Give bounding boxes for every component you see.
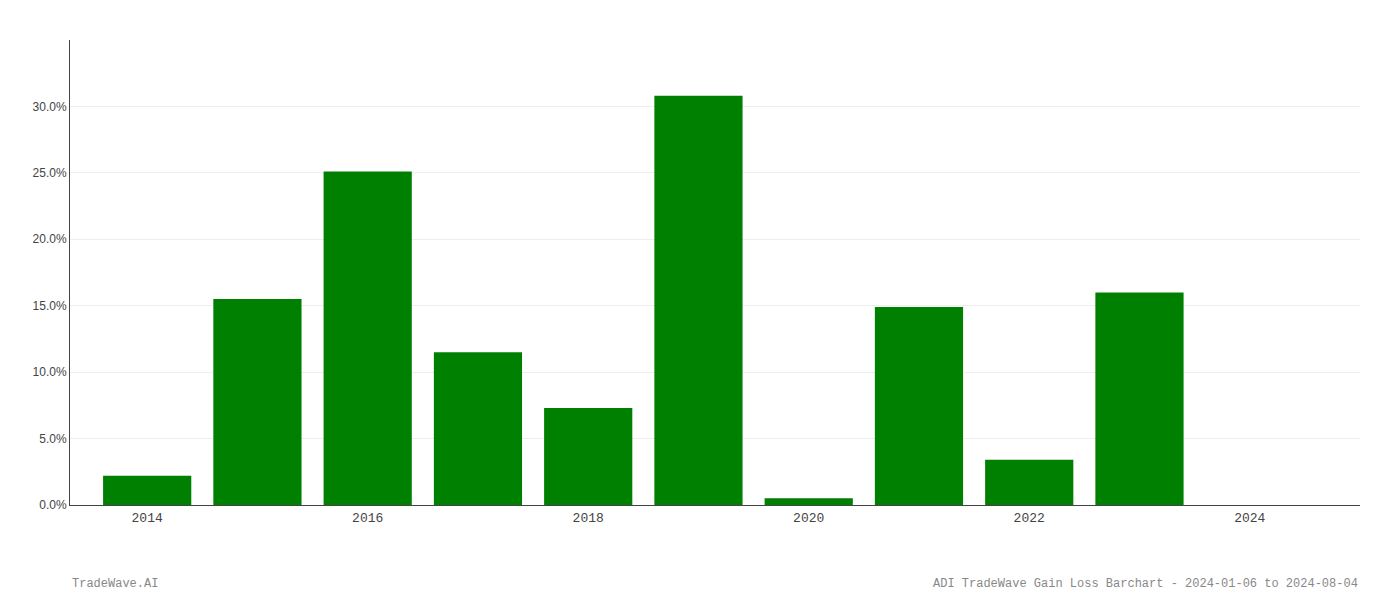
svg-text:30.0%: 30.0%: [33, 100, 67, 114]
svg-text:20.0%: 20.0%: [33, 232, 67, 246]
svg-text:ADI TradeWave Gain Loss Barcha: ADI TradeWave Gain Loss Barchart - 2024-…: [933, 577, 1358, 591]
svg-text:2022: 2022: [1014, 511, 1045, 526]
svg-text:2020: 2020: [793, 511, 824, 526]
svg-text:2024: 2024: [1234, 511, 1265, 526]
svg-text:15.0%: 15.0%: [33, 299, 67, 313]
svg-text:2018: 2018: [573, 511, 604, 526]
svg-text:2016: 2016: [352, 511, 383, 526]
svg-text:5.0%: 5.0%: [39, 432, 67, 446]
svg-text:2014: 2014: [132, 511, 163, 526]
svg-text:25.0%: 25.0%: [33, 166, 67, 180]
svg-text:0.0%: 0.0%: [39, 498, 67, 512]
svg-text:TradeWave.AI: TradeWave.AI: [72, 577, 158, 591]
svg-text:10.0%: 10.0%: [33, 365, 67, 379]
